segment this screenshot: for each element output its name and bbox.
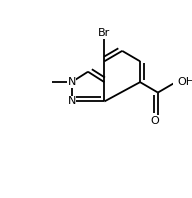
Text: N: N (67, 77, 76, 87)
Text: OH: OH (177, 77, 192, 87)
Text: N: N (67, 96, 76, 107)
Text: Br: Br (98, 28, 110, 38)
Text: O: O (151, 116, 159, 126)
